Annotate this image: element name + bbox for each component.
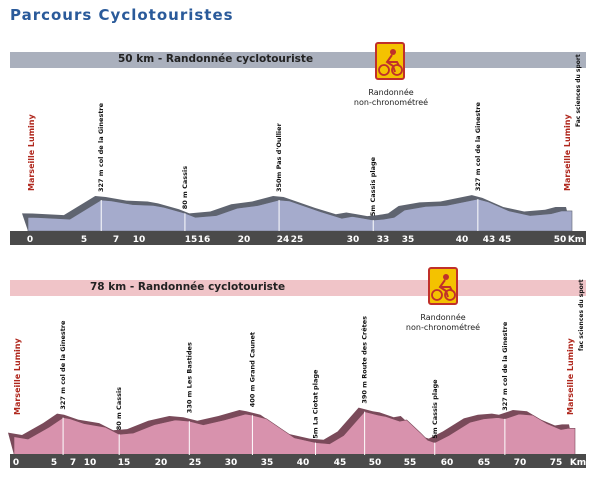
badge-caption-line2: non-chronométreé [405,323,481,332]
axis-tick-label: 7 [70,458,76,468]
marker-label: 327 m col de la Ginestre [501,321,509,411]
profile-area [13,411,576,456]
marker-extra-label: Fac sciences du sport [575,54,582,127]
axis-tick-label: Km [570,458,586,468]
axis-tick-label: 40 [297,458,310,468]
marker-label: 5m Cassis plage [431,379,439,439]
marker-label: 327 m col de la Ginestre [97,102,105,192]
page-title: Parcours Cyclotouristes [10,6,234,24]
axis-tick-label: 35 [261,458,274,468]
marker-label: Marseille Luminy [566,338,575,415]
axis-tick-label: 30 [225,458,238,468]
badge-caption-line2: non-chronométreé [353,98,429,107]
cyclist-icon [431,274,456,301]
axis-tick-label: 33 [377,235,390,245]
axis-tick-label: 5 [81,235,87,245]
marker-label: Marseille Luminy [563,114,572,191]
marker-label: 350m Pas d'Oullier [275,122,283,192]
marker-label: 330 m Les Bastides [185,342,193,413]
axis-tick-label: 25 [291,235,304,245]
axis-tick-label: 7 [113,235,119,245]
marker-label: 5m La Ciotat plage [312,369,320,439]
profile-header-band [10,52,586,68]
marker-label: Marseille Luminy [27,114,36,191]
marker-label: 327 m col de la Ginestre [474,101,482,191]
axis-tick-label: 50 [554,235,567,245]
axis-tick-label: 24 [277,235,290,245]
axis-tick-label: 65 [478,458,491,468]
axis-tick-label: 15 [118,458,131,468]
marker-label: 80 m Cassis [181,166,189,209]
badge-caption: Randonnée non-chronométreé [398,313,488,333]
axis-tick-label: 30 [347,235,360,245]
marker-label: 5m Cassis plage [369,156,377,216]
marker-label: 80 m Cassis [115,387,123,430]
axis-unit-label: Km [568,235,584,245]
marker-label: Marseille Luminy [13,338,22,415]
axis-tick-label: 45 [334,458,347,468]
cyclist-badge [428,267,458,305]
axis-tick-label: 20 [238,235,251,245]
profile-area [27,198,573,232]
axis-tick-label: 15 [185,235,198,245]
axis-tick-label: 45 [499,235,512,245]
distance-axis [10,231,586,245]
axis-tick-label: 75 [550,458,563,468]
axis-tick-label: 55 [404,458,417,468]
axis-tick-label: 35 [402,235,415,245]
marker-label: 327 m col de la Ginestre [59,320,67,410]
axis-tick-label: 16 [198,235,211,245]
axis-tick-label: 0 [27,235,33,245]
marker-extra-label: fac sciences du sport [578,279,585,351]
axis-tick-label: 43 [483,235,496,245]
axis-tick-label: 20 [155,458,168,468]
profile-title: 78 km - Randonnée cyclotouriste [90,281,286,293]
cyclist-icon [378,49,403,76]
axis-tick-label: 25 [189,458,202,468]
marker-label: 400 m Grand Caunet [248,332,256,407]
axis-tick-label: 50 [369,458,382,468]
axis-tick-label: 40 [456,235,469,245]
axis-tick-label: 70 [514,458,527,468]
badge-caption-line1: Randonnée [420,313,466,322]
profile-title: 50 km - Randonnée cyclotouriste [118,53,314,65]
axis-tick-label: 5 [51,458,57,468]
cyclist-badge [375,42,405,80]
elevation-chart: 0 5 7 10 15 16 20 24 25 30 33 35 40 43 45 50 Km Marseille… [10,54,586,245]
axis-tick-label: 10 [84,458,97,468]
badge-caption-line1: Randonnée [368,88,414,97]
axis-tick-label: 10 [133,235,146,245]
distance-axis [10,454,586,468]
marker-label: 390 m Route des Crêtes [361,316,369,404]
axis-tick-label: 60 [441,458,454,468]
axis-tick-label: 0 [13,458,19,468]
badge-caption: Randonnée non-chronométreé [346,88,436,108]
